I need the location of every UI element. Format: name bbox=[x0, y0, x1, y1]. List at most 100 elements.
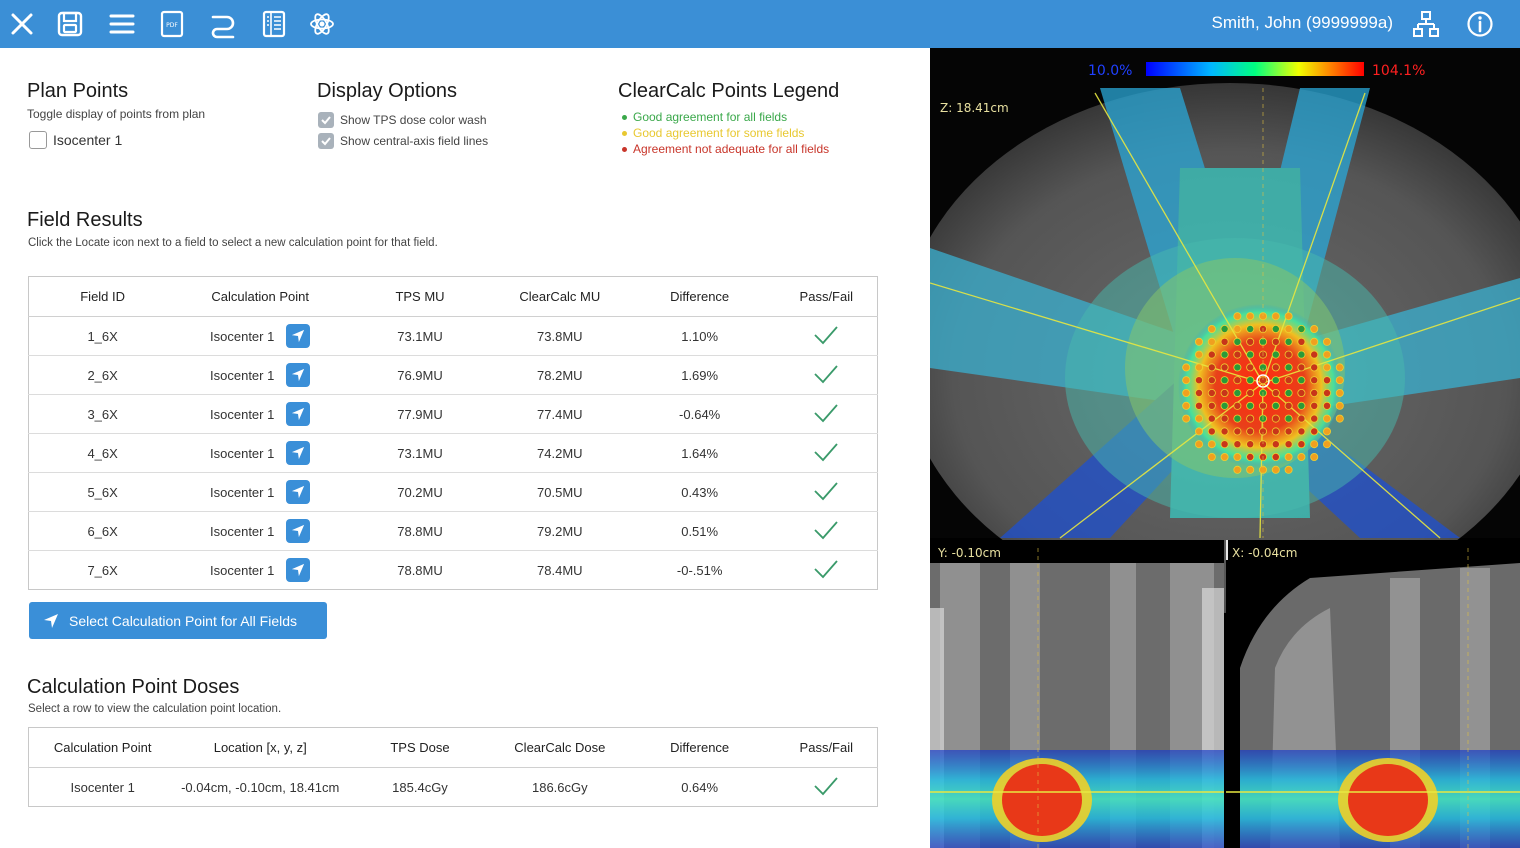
col-tps-mu: TPS MU bbox=[344, 276, 496, 317]
calc-point-marker bbox=[1194, 376, 1203, 385]
legend-not-adequate: Agreement not adequate for all fields bbox=[622, 142, 829, 156]
locate-icon[interactable] bbox=[286, 363, 311, 387]
close-icon[interactable] bbox=[4, 6, 40, 42]
calc-point-marker bbox=[1246, 388, 1255, 397]
calc-point-marker bbox=[1335, 388, 1344, 397]
calc-point-marker bbox=[1207, 414, 1216, 423]
calc-point-marker bbox=[1246, 363, 1255, 372]
calc-point-marker bbox=[1297, 376, 1306, 385]
dose-wash-label: Show TPS dose color wash bbox=[340, 113, 487, 127]
patient-name: Smith, John (9999999a) bbox=[1211, 13, 1393, 32]
dose-wash-checkbox[interactable] bbox=[318, 112, 334, 128]
isocenter-label: Isocenter 1 bbox=[53, 132, 123, 148]
calc-point-label: Isocenter 1 bbox=[210, 406, 275, 422]
table-row: 3_6X Isocenter 1 77.9MU 77.4MU -0.64% bbox=[28, 394, 878, 434]
tps-mu-cell: 76.9MU bbox=[344, 355, 496, 395]
clearcalc-mu-cell: 77.4MU bbox=[495, 394, 624, 434]
calc-point-marker bbox=[1194, 414, 1203, 423]
calc-point-marker bbox=[1194, 363, 1203, 372]
calc-point-marker bbox=[1310, 350, 1319, 359]
calc-point-marker bbox=[1322, 337, 1331, 346]
calc-point-marker bbox=[1220, 427, 1229, 436]
calc-point-marker bbox=[1233, 337, 1242, 346]
calc-point-marker bbox=[1284, 440, 1293, 449]
calc-point-marker bbox=[1284, 376, 1293, 385]
calc-point-marker bbox=[1297, 337, 1306, 346]
axial-slice-label: Z: 18.41cm bbox=[940, 101, 1009, 115]
table-row[interactable]: Isocenter 1 -0.04cm, -0.10cm, 18.41cm 185.… bbox=[29, 768, 878, 807]
calc-point-marker bbox=[1246, 324, 1255, 333]
field-lines-option[interactable]: Show central-axis field lines bbox=[318, 133, 488, 149]
svg-text:PDF: PDF bbox=[166, 22, 178, 29]
locate-icon[interactable] bbox=[286, 519, 311, 543]
pdf-icon[interactable]: PDF bbox=[154, 6, 190, 42]
save-icon[interactable] bbox=[52, 6, 88, 42]
calc-point-marker bbox=[1310, 414, 1319, 423]
calc-point-marker bbox=[1207, 363, 1216, 372]
sagittal-view[interactable]: X: -0.04cm bbox=[1226, 540, 1520, 848]
pass-check-icon bbox=[775, 355, 878, 395]
calc-point-marker bbox=[1182, 363, 1191, 372]
book-icon[interactable] bbox=[256, 6, 292, 42]
dose-color-bar bbox=[1146, 62, 1364, 76]
route-icon[interactable] bbox=[204, 6, 240, 42]
calc-point-marker bbox=[1220, 376, 1229, 385]
locate-icon[interactable] bbox=[286, 324, 311, 348]
field-id-cell: 3_6X bbox=[28, 394, 177, 434]
clearcalc-mu-cell: 78.2MU bbox=[495, 355, 624, 395]
calc-point-marker bbox=[1271, 401, 1280, 410]
isocenter-checkbox[interactable] bbox=[29, 131, 47, 149]
calc-point-marker bbox=[1284, 312, 1293, 321]
calc-point-marker bbox=[1246, 452, 1255, 461]
calc-point-marker bbox=[1207, 388, 1216, 397]
calc-point-cell: Isocenter 1 bbox=[176, 316, 345, 356]
calc-point-marker bbox=[1207, 337, 1216, 346]
calc-point-marker bbox=[1284, 427, 1293, 436]
calc-point-marker bbox=[1220, 388, 1229, 397]
menu-icon[interactable] bbox=[104, 6, 140, 42]
field-lines-label: Show central-axis field lines bbox=[340, 134, 489, 148]
network-icon[interactable] bbox=[1408, 6, 1444, 42]
calc-point-marker bbox=[1246, 465, 1255, 474]
calc-point-marker bbox=[1284, 414, 1293, 423]
select-all-fields-button[interactable]: Select Calculation Point for All Fields bbox=[29, 602, 327, 639]
axial-view[interactable]: 10.0% 104.1% Z: 18.41cm bbox=[930, 48, 1520, 613]
pass-check-icon bbox=[775, 316, 878, 356]
difference-cell: 1.10% bbox=[623, 316, 776, 356]
calc-point-marker bbox=[1207, 401, 1216, 410]
calc-point-marker bbox=[1207, 376, 1216, 385]
col-calc-point: Calculation Point bbox=[176, 276, 345, 317]
calc-point-marker bbox=[1322, 440, 1331, 449]
field-id-cell: 1_6X bbox=[28, 316, 177, 356]
calc-point-marker bbox=[1271, 465, 1280, 474]
calc-point-marker bbox=[1322, 376, 1331, 385]
col-pass-fail: Pass/Fail bbox=[775, 276, 878, 317]
calc-point-marker bbox=[1246, 440, 1255, 449]
calc-point-marker bbox=[1297, 401, 1306, 410]
col-tps-dose: TPS Dose bbox=[344, 727, 496, 768]
calc-point-marker bbox=[1220, 440, 1229, 449]
atom-icon[interactable] bbox=[304, 6, 340, 42]
calc-point-cell: Isocenter 1 bbox=[70, 779, 135, 795]
tps-mu-cell: 78.8MU bbox=[344, 511, 496, 551]
dose-wash-option[interactable]: Show TPS dose color wash bbox=[318, 112, 487, 128]
calc-point-marker bbox=[1233, 414, 1242, 423]
calc-point-marker bbox=[1310, 427, 1319, 436]
tps-mu-cell: 73.1MU bbox=[344, 433, 496, 473]
calc-point-marker bbox=[1297, 350, 1306, 359]
coronal-view[interactable]: Y: -0.10cm bbox=[930, 540, 1224, 848]
locate-icon[interactable] bbox=[286, 441, 311, 465]
tps-mu-cell: 73.1MU bbox=[344, 316, 496, 356]
calc-point-marker bbox=[1284, 452, 1293, 461]
info-icon[interactable] bbox=[1462, 6, 1498, 42]
legend-good-some: Good agreement for some fields bbox=[622, 126, 804, 140]
calc-point-marker bbox=[1271, 452, 1280, 461]
legend-good-all: Good agreement for all fields bbox=[622, 110, 787, 124]
locate-icon[interactable] bbox=[286, 480, 311, 504]
locate-icon[interactable] bbox=[286, 402, 311, 426]
calc-point-marker bbox=[1194, 401, 1203, 410]
locate-icon[interactable] bbox=[286, 558, 311, 582]
plan-point-isocenter[interactable]: Isocenter 1 bbox=[29, 131, 122, 149]
field-lines-checkbox[interactable] bbox=[318, 133, 334, 149]
pass-check-icon bbox=[776, 768, 878, 807]
